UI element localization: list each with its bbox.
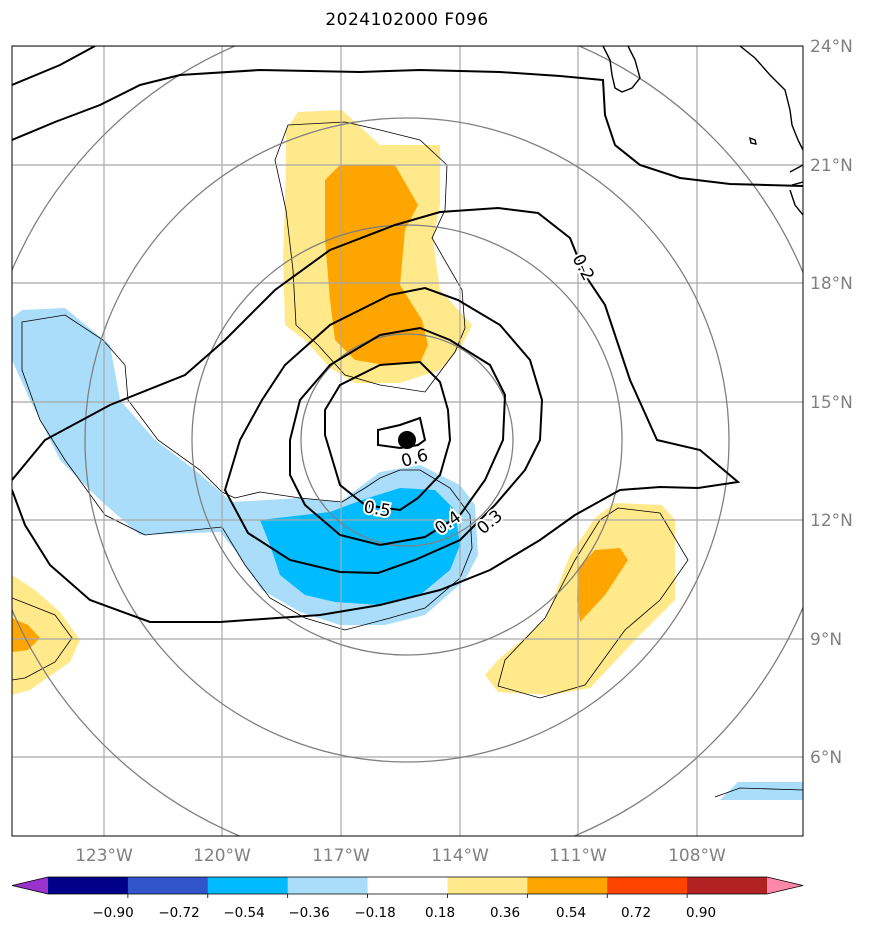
outline-west-edge-yellow xyxy=(12,597,73,681)
colorbar-tick-label: 0.90 xyxy=(686,905,716,921)
storm-center-marker xyxy=(398,431,416,449)
contour-0.5 xyxy=(324,360,452,512)
colorbar-outline xyxy=(11,876,804,895)
lon-label: 111°W xyxy=(549,846,607,866)
fill-orange-southeast xyxy=(577,548,628,622)
lon-label: 114°W xyxy=(431,846,489,866)
colorbar-tick-label: −0.36 xyxy=(288,905,329,921)
contour-outer-north-2 xyxy=(12,68,803,187)
outline-southeast-edge-blue xyxy=(714,787,803,798)
lat-label: 24°N xyxy=(810,37,853,57)
contour-0.4 xyxy=(289,326,507,547)
contour-0.6 xyxy=(377,416,427,450)
colorbar xyxy=(11,876,804,898)
colorbar-swatch xyxy=(207,877,289,894)
colorbar-swatch xyxy=(367,877,448,894)
colorbar-tick-label: 0.18 xyxy=(425,905,455,921)
colorbar-tick-label: −0.54 xyxy=(223,905,264,921)
range-ring-1 xyxy=(300,333,514,547)
lat-label: 18°N xyxy=(810,274,853,294)
outline-north-yellow xyxy=(274,121,466,393)
fill-light-blue-southeast-edge xyxy=(720,782,803,800)
coastline-mainland xyxy=(739,46,803,151)
range-ring-3 xyxy=(84,117,730,763)
colorbar-swatch xyxy=(687,877,768,894)
contour-outer-north xyxy=(12,46,96,86)
contour-label-0.3: 0.3 xyxy=(473,506,507,539)
colorbar-tick-labels: −0.90 −0.72 −0.54 −0.36 −0.18 0.18 0.36 … xyxy=(92,905,716,921)
colorbar-tick-label: −0.90 xyxy=(92,905,133,921)
colorbar-tick-label: 0.36 xyxy=(490,905,520,921)
colorbar-extend-high xyxy=(767,877,803,894)
coastline-islet xyxy=(749,136,757,145)
colorbar-tick-label: 0.54 xyxy=(556,905,586,921)
coastline xyxy=(602,46,803,216)
lon-label: 108°W xyxy=(668,846,726,866)
contour-0.3 xyxy=(223,286,544,575)
colorbar-swatch xyxy=(127,877,209,894)
lon-tick-labels: 123°W 120°W 117°W 114°W 111°W 108°W xyxy=(75,846,726,866)
outline-southeast-yellow xyxy=(497,507,689,699)
lat-label: 9°N xyxy=(810,630,842,650)
lat-label: 6°N xyxy=(810,748,842,768)
range-rings xyxy=(12,46,803,836)
colorbar-tick-label: 0.72 xyxy=(621,905,651,921)
outline-west-band xyxy=(21,314,473,631)
range-ring-2 xyxy=(191,224,623,656)
chart-title: 2024102000 F096 xyxy=(325,10,489,30)
lat-label: 12°N xyxy=(810,511,853,531)
graticule xyxy=(12,46,803,836)
coastline-peninsula xyxy=(789,164,803,216)
colorbar-swatch xyxy=(48,877,129,894)
lat-tick-labels: 24°N 21°N 18°N 15°N 12°N 9°N 6°N xyxy=(810,37,853,768)
lon-label: 117°W xyxy=(312,846,370,866)
colorbar-tick-label: −0.72 xyxy=(158,905,199,921)
lat-label: 21°N xyxy=(810,156,853,176)
fill-blue-core xyxy=(260,488,460,605)
lat-label: 15°N xyxy=(810,393,853,413)
colorbar-tick-label: −0.18 xyxy=(354,905,395,921)
colorbar-extend-low xyxy=(12,877,48,894)
contour-label-0.2: 0.2 xyxy=(568,251,598,284)
map-frame xyxy=(11,45,804,837)
colorbar-swatch xyxy=(447,877,528,894)
lon-label: 120°W xyxy=(193,846,251,866)
lon-label: 123°W xyxy=(75,846,133,866)
colorbar-swatch xyxy=(287,877,369,894)
fill-outlines xyxy=(12,121,803,798)
colorbar-swatch xyxy=(527,877,608,894)
coastline-baja xyxy=(602,46,641,93)
contours xyxy=(12,46,803,623)
colorbar-swatch xyxy=(607,877,688,894)
contour-0.2 xyxy=(12,206,741,623)
